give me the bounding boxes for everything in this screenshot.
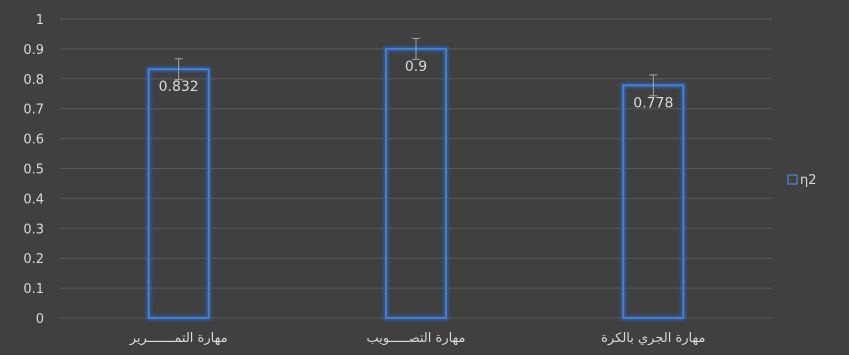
y-tick-label: 0.9 [23, 43, 44, 58]
x-axis-ticks: مهارة التمـــــــرير مهارة التصـــــويب مه… [129, 331, 706, 346]
data-label: 0.9 [405, 59, 427, 75]
legend-swatch [787, 174, 798, 185]
y-tick-label: 0.5 [23, 163, 44, 178]
x-tick-label: مهارة التصـــــويب [366, 331, 465, 346]
y-tick-label: 0 [36, 312, 44, 327]
y-tick-label: 1 [36, 13, 44, 28]
data-label: 0.778 [633, 95, 673, 111]
gridlines [60, 18, 772, 319]
y-tick-label: 0.1 [23, 282, 44, 297]
legend: η2 [787, 173, 817, 188]
legend-label: η2 [800, 173, 817, 188]
x-tick-label: مهارة الجري بالكرة [601, 331, 705, 346]
y-tick-label: 0.3 [23, 222, 44, 237]
x-tick-label: مهارة التمـــــــرير [129, 331, 228, 346]
y-tick-label: 0.8 [23, 73, 44, 88]
data-labels: 0.832 0.9 0.778 [159, 59, 674, 111]
y-axis-ticks: 0 0.1 0.2 0.3 0.4 0.5 0.6 0.7 0.8 0.9 1 [23, 13, 44, 327]
data-label: 0.832 [159, 79, 199, 95]
y-tick-label: 0.6 [23, 133, 44, 148]
y-tick-label: 0.4 [23, 192, 44, 207]
error-bars [174, 37, 658, 97]
y-tick-label: 0.7 [23, 103, 44, 118]
y-tick-label: 0.2 [23, 252, 44, 267]
